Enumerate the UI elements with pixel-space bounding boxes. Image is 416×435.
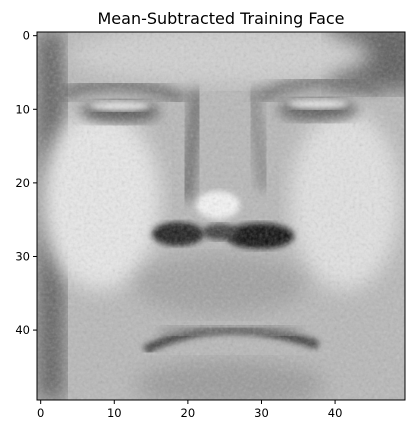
y-tick-label: 30: [15, 249, 30, 263]
y-tick-label: 20: [15, 176, 30, 190]
axes-frame: [36, 31, 406, 401]
x-tick-label: 30: [254, 406, 269, 420]
x-tick-label: 40: [328, 406, 343, 420]
y-tick-label: 40: [15, 323, 30, 337]
y-tick-label: 10: [15, 102, 30, 116]
x-tick-label: 0: [37, 406, 44, 420]
x-tick-label: 20: [181, 406, 196, 420]
y-tick-label: 0: [23, 29, 30, 43]
figure-title: Mean-Subtracted Training Face: [97, 9, 344, 28]
x-tick-label: 10: [107, 406, 122, 420]
face-image: [37, 32, 405, 400]
y-axis: 0 10 20 30 40: [15, 29, 37, 337]
x-axis: 0 10 20 30 40: [37, 400, 342, 420]
